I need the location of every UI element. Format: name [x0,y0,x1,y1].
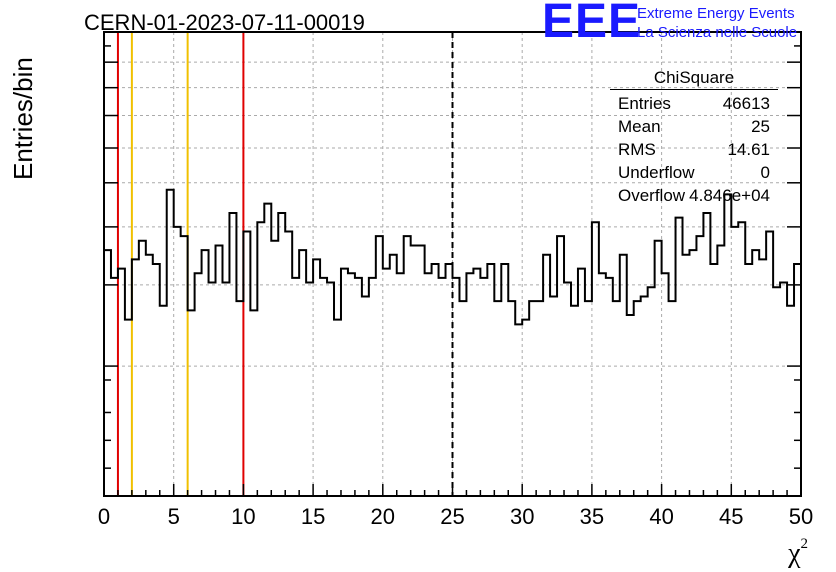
stats-row-entries: Entries 46613 [610,92,778,115]
x-tick-label: 45 [719,504,743,529]
logo-line-2: La Scienza nelle Scuole [637,24,798,41]
axis-ticks [103,45,802,496]
stats-value: 0 [760,163,770,182]
x-tick-label: 25 [440,504,464,529]
stats-title: ChiSquare [610,68,778,90]
stats-label: Overflow [618,186,686,205]
x-tick-label: 50 [789,504,813,529]
x-tick-label: 30 [510,504,534,529]
x-tick-labels: 0 5 10 15 20 25 30 35 40 45 50 [98,504,813,529]
run-title: CERN-01-2023-07-11-00019 [84,10,365,35]
x-tick-label: 35 [580,504,604,529]
x-tick-label: 15 [301,504,325,529]
histogram-line [104,188,802,326]
stats-box: ChiSquare Entries 46613 Mean 25 RMS 14.6… [610,68,778,207]
y-axis-label: Entries/bin [8,57,38,180]
stats-label: RMS [618,140,656,159]
stats-row-rms: RMS 14.61 [610,138,778,161]
logo-line-1: Extreme Energy Events [637,5,795,22]
x-tick-label: 5 [168,504,180,529]
x-tick-label: 20 [371,504,395,529]
stats-label: Entries [618,94,671,113]
x-axis-label: χ2 [788,535,809,570]
stats-label: Underflow [618,163,695,182]
stats-value: 14.61 [727,140,770,159]
stats-row-underflow: Underflow 0 [610,161,778,184]
stats-row-overflow: Overflow 4.846e+04 [610,184,778,207]
reference-lines [116,32,454,496]
stats-value: 46613 [722,94,770,113]
logo-text: Extreme Energy Events La Scienza nelle S… [637,4,797,42]
stats-value: 4.846e+04 [689,186,770,205]
x-tick-label: 40 [649,504,673,529]
x-axis-label-base: χ [788,538,801,569]
x-tick-label: 10 [231,504,255,529]
eee-logo-icon: EEE [542,0,642,48]
x-tick-label: 0 [98,504,110,529]
stats-value: 25 [751,117,770,136]
stats-label: Mean [618,117,661,136]
x-axis-label-sup: 2 [800,535,809,552]
stats-row-mean: Mean 25 [610,115,778,138]
